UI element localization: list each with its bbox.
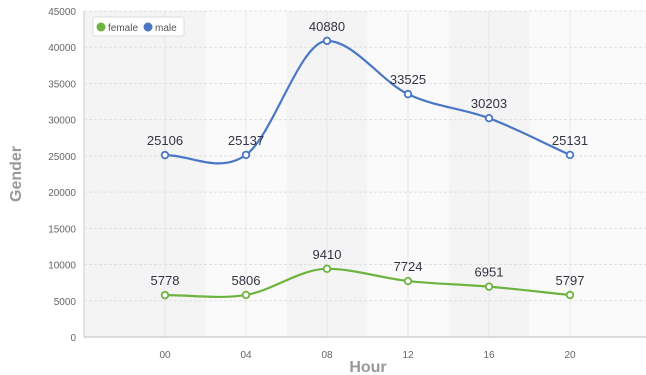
y-tick-label: 15000 — [48, 224, 76, 235]
y-tick-label: 30000 — [48, 116, 76, 127]
data-point-male[interactable] — [403, 89, 413, 99]
y-axis-title: Gender — [8, 146, 25, 202]
data-point-male[interactable] — [160, 150, 170, 160]
data-label-female: 5778 — [151, 273, 180, 288]
x-tick-label: 16 — [483, 350, 495, 361]
data-labels: 5778 5806 9410 7724 6951 5797 25106 25137 40880 3… — [147, 19, 588, 288]
axes: 0 5000 10000 15000 20000 25000 30000 35000 40000… — [48, 7, 646, 361]
series-line-female[interactable] — [164, 267, 571, 299]
data-point-female[interactable] — [565, 290, 575, 300]
x-tick-label: 20 — [564, 350, 576, 361]
data-label-female: 6951 — [475, 265, 504, 280]
legend-label-female[interactable]: female — [108, 23, 138, 34]
y-tick-label: 35000 — [48, 79, 76, 90]
y-tick-label: 10000 — [48, 261, 76, 272]
plot-band — [84, 11, 206, 337]
y-tick-label: 20000 — [48, 188, 76, 199]
data-label-male: 40880 — [309, 19, 345, 34]
series-layer — [160, 36, 575, 300]
x-axis-title: Hour — [349, 359, 386, 375]
data-point-female[interactable] — [322, 264, 332, 274]
data-label-male: 25106 — [147, 133, 183, 148]
data-point-male[interactable] — [565, 150, 575, 160]
data-point-female[interactable] — [241, 290, 251, 300]
data-point-female[interactable] — [160, 290, 170, 300]
legend-marker-male[interactable] — [143, 22, 153, 32]
y-tick-label: 45000 — [48, 7, 76, 18]
data-point-male[interactable] — [484, 113, 494, 123]
data-label-male: 30203 — [471, 96, 507, 111]
x-tick-label: 12 — [402, 350, 414, 361]
data-label-male: 33525 — [390, 72, 426, 87]
x-tick-label: 04 — [240, 350, 252, 361]
data-label-female: 7724 — [394, 259, 423, 274]
data-point-male[interactable] — [241, 150, 251, 160]
legend-box — [92, 16, 185, 37]
legend-label-male[interactable]: male — [155, 23, 177, 34]
data-label-male: 25131 — [552, 133, 588, 148]
y-tick-label: 0 — [70, 333, 76, 344]
data-label-female: 5797 — [556, 273, 585, 288]
x-tick-label: 08 — [321, 350, 333, 361]
x-tick-label: 00 — [159, 350, 171, 361]
data-label-male: 25137 — [228, 133, 264, 148]
data-point-female[interactable] — [403, 276, 413, 286]
data-point-female[interactable] — [484, 282, 494, 291]
legend-marker-female[interactable] — [96, 22, 106, 32]
data-point-male[interactable] — [322, 36, 332, 46]
y-tick-label: 40000 — [48, 43, 76, 54]
data-label-female: 9410 — [313, 247, 342, 262]
legend[interactable]: female male — [92, 16, 185, 37]
data-label-female: 5806 — [232, 273, 261, 288]
plot-band — [529, 11, 646, 337]
y-tick-label: 5000 — [54, 297, 77, 308]
y-tick-label: 25000 — [48, 152, 76, 163]
